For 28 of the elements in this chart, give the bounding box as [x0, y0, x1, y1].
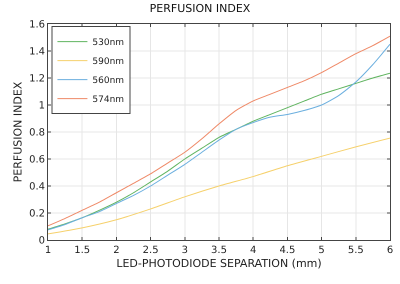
legend-label: 574nm — [92, 95, 124, 106]
y-tick-label: 0.2 — [29, 208, 45, 220]
line-series — [48, 72, 390, 230]
y-tick-label: 0 — [38, 236, 45, 246]
x-tick-label: 6 — [386, 245, 394, 256]
y-tick-label: 0.4 — [29, 182, 45, 192]
y-tick-label: 1 — [38, 100, 45, 112]
x-tick-label: 2 — [113, 245, 120, 256]
x-tick-label: 4.5 — [279, 245, 296, 256]
chart-title: PERFUSION INDEX — [150, 2, 251, 15]
x-tick-label: 2.5 — [142, 245, 159, 256]
y-tick-label: 1.6 — [29, 20, 45, 30]
x-tick-label: 4 — [250, 245, 256, 256]
y-tick-label: 1.4 — [29, 46, 45, 58]
x-axis-title: LED-PHOTODIODE SEPARATION (mm) — [116, 257, 322, 270]
y-axis-title: PERFUSION INDEX — [12, 81, 25, 182]
y-tick-label: 0.8 — [29, 128, 45, 138]
x-tick-label: 5 — [318, 245, 325, 256]
x-tick-label: 3.5 — [211, 245, 227, 256]
legend-label: 590nm — [92, 57, 124, 68]
y-tick-label: 0.6 — [29, 154, 45, 166]
line-series — [48, 138, 390, 234]
x-tick-label: 3 — [182, 245, 188, 256]
legend-label: 530nm — [92, 38, 124, 48]
legend-label: 560nm — [92, 76, 124, 86]
x-tick-label: 1.5 — [74, 245, 90, 256]
x-tick-label: 5.5 — [348, 245, 364, 256]
y-tick-label: 1.2 — [29, 74, 45, 84]
